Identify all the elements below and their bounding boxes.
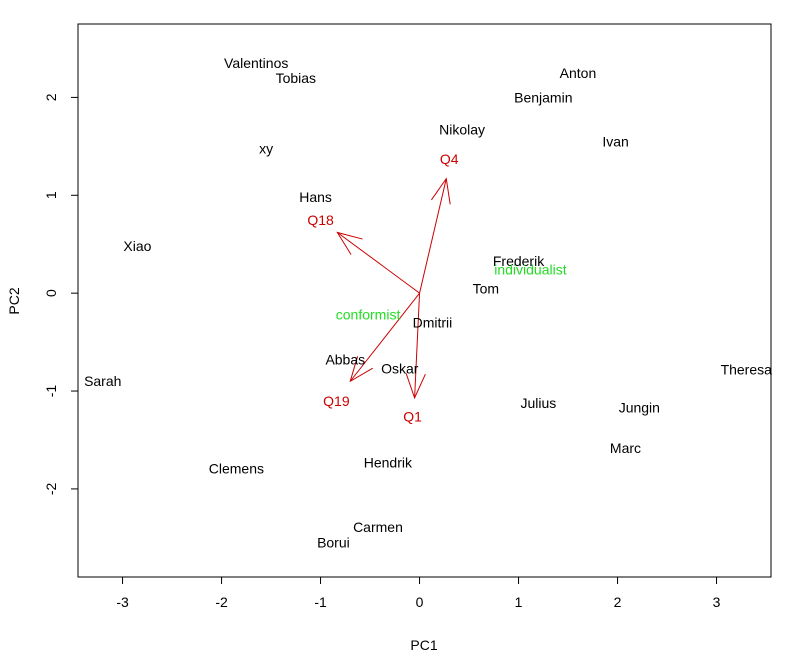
arrow-head-Q19 <box>349 356 374 383</box>
point-label: xy <box>259 140 273 156</box>
point-label: Borui <box>317 535 350 551</box>
point-label: Nikolay <box>439 122 485 138</box>
y-axis-title: PC2 <box>6 287 22 314</box>
point-label: Carmen <box>353 519 403 535</box>
arrow-shaft-Q19 <box>349 292 420 382</box>
group-labels: conformist individualist <box>336 262 567 323</box>
point-label: Julius <box>520 395 556 411</box>
point-label: Theresa <box>721 362 773 378</box>
point-label: Marc <box>610 440 641 456</box>
point-label: Tom <box>473 280 499 296</box>
point-label: Valentinos <box>224 55 288 71</box>
y-tick-label: 0 <box>43 289 59 297</box>
point-label: Oskar <box>381 361 419 377</box>
x-tick-label: -1 <box>314 594 327 610</box>
x-tick-label: 3 <box>713 594 721 610</box>
point-label: Xiao <box>123 238 151 254</box>
point-label: Abbas <box>325 352 365 368</box>
plot-frame <box>77 23 772 578</box>
arrow-label: Q18 <box>307 212 334 228</box>
point-label: Jungin <box>619 400 660 416</box>
y-axis: -2 -1 0 1 2 <box>43 93 78 495</box>
point-label: Hendrik <box>364 454 413 470</box>
x-tick-label: 0 <box>416 594 424 610</box>
point-label: Sarah <box>84 373 121 389</box>
x-axis-title: PC1 <box>410 637 437 653</box>
point-label: Anton <box>560 65 597 81</box>
x-tick-label: -2 <box>215 594 228 610</box>
x-tick-label: 1 <box>515 594 523 610</box>
y-tick-label: -2 <box>43 482 59 495</box>
x-tick-label: -3 <box>116 594 129 610</box>
arrow-shaft-Q1 <box>414 293 421 398</box>
arrow-head-Q1 <box>405 373 426 400</box>
arrow-shaft-Q18 <box>337 232 420 294</box>
arrow-head-Q18 <box>336 231 363 255</box>
point-label: Dmitrii <box>413 315 453 331</box>
arrow-label: Q19 <box>323 393 350 409</box>
x-axis: -3 -2 -1 0 1 2 3 <box>116 577 721 610</box>
point-label: Tobias <box>276 70 316 86</box>
y-tick-label: 1 <box>43 191 59 199</box>
group-label: conformist <box>336 307 401 323</box>
arrow-shaft-Q4 <box>419 178 447 294</box>
group-label: individualist <box>494 262 566 278</box>
arrow-label: Q4 <box>440 151 459 167</box>
loading-arrows: Q4 Q18 Q19 Q1 <box>307 151 458 424</box>
arrow-head-Q4 <box>430 177 451 205</box>
point-label: Ivan <box>602 133 628 149</box>
point-label: Frederik <box>493 253 545 269</box>
x-tick-label: 2 <box>614 594 622 610</box>
point-label: Hans <box>299 189 332 205</box>
y-tick-label: 2 <box>43 93 59 101</box>
point-label: Clemens <box>209 460 264 476</box>
arrow-label: Q1 <box>403 408 422 424</box>
point-label: Benjamin <box>514 89 572 105</box>
y-tick-label: -1 <box>43 385 59 398</box>
